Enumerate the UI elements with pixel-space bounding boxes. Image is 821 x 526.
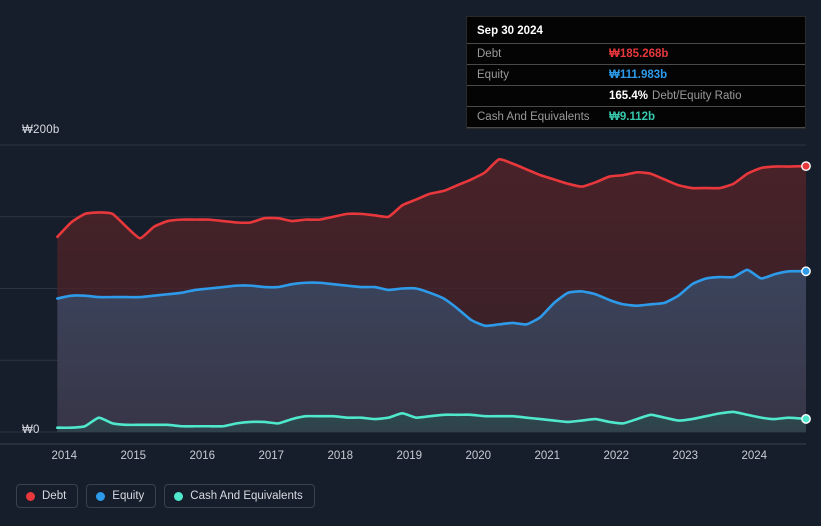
x-axis-tick-2020: 2020	[465, 450, 492, 462]
x-axis-tick-2014: 2014	[51, 450, 78, 462]
legend-swatch-icon	[96, 491, 106, 501]
x-axis-tick-2018: 2018	[327, 450, 354, 462]
legend-label: Cash And Equivalents	[190, 490, 303, 502]
x-axis-tick-2017: 2017	[258, 450, 285, 462]
legend-swatch-icon	[174, 491, 184, 501]
legend-swatch-icon	[26, 491, 35, 501]
legend-item-debt[interactable]: Debt	[16, 484, 79, 508]
x-axis-tick-2022: 2022	[603, 450, 630, 462]
x-axis-tick-2024: 2024	[741, 450, 768, 462]
x-axis-tick-2021: 2021	[534, 450, 561, 462]
series-area-cash-and-equivalents	[57, 411, 807, 432]
y-axis-label-zero: ₩0	[22, 424, 40, 436]
data-tooltip: Sep 30 2024 Debt ₩185.268b Equity ₩111.9…	[466, 16, 806, 129]
series-line-cash-and-equivalents	[56, 410, 808, 430]
x-axis-tick-2016: 2016	[189, 450, 216, 462]
legend-label: Equity	[112, 490, 145, 502]
tooltip-date: Sep 30 2024	[477, 25, 543, 37]
series-line-equity	[56, 268, 808, 328]
tooltip-ratio-label: Debt/Equity Ratio	[652, 90, 742, 102]
tooltip-value-equity: ₩111.983b	[609, 69, 668, 81]
tooltip-label-equity: Equity	[477, 69, 509, 81]
legend-item-cash-and-equivalents[interactable]: Cash And Equivalents	[164, 484, 315, 508]
x-axis-tick-2019: 2019	[396, 450, 423, 462]
chart-legend: Debt Equity Cash And Equivalents	[16, 484, 315, 508]
tooltip-ratio-value: 165.4%	[609, 90, 649, 102]
tooltip-label-debt: Debt	[477, 48, 502, 60]
tooltip-row-equity: Equity ₩111.983b	[467, 64, 805, 85]
x-axis-tick-2015: 2015	[120, 450, 147, 462]
tooltip-row-cash: Cash And Equivalents ₩9.112b	[467, 106, 805, 128]
end-marker-cash-and-equivalents	[801, 414, 811, 424]
tooltip-row-ratio: 165.4% Debt/Equity Ratio	[467, 85, 805, 106]
tooltip-value-debt: ₩185.268b	[609, 48, 669, 60]
series-line-debt	[56, 157, 808, 240]
series-area-equity	[57, 269, 807, 432]
legend-item-equity[interactable]: Equity	[86, 484, 157, 508]
y-axis-label-top: ₩200b	[22, 124, 60, 136]
end-marker-debt	[801, 161, 811, 172]
tooltip-label-cash: Cash And Equivalents	[477, 111, 590, 123]
chart-plot-area	[0, 144, 811, 445]
tooltip-value-cash: ₩9.112b	[609, 111, 656, 123]
tooltip-row-debt: Debt ₩185.268b	[467, 43, 805, 64]
x-axis-tick-2023: 2023	[672, 450, 699, 462]
end-marker-equity	[801, 266, 811, 277]
legend-label: Debt	[42, 490, 67, 502]
